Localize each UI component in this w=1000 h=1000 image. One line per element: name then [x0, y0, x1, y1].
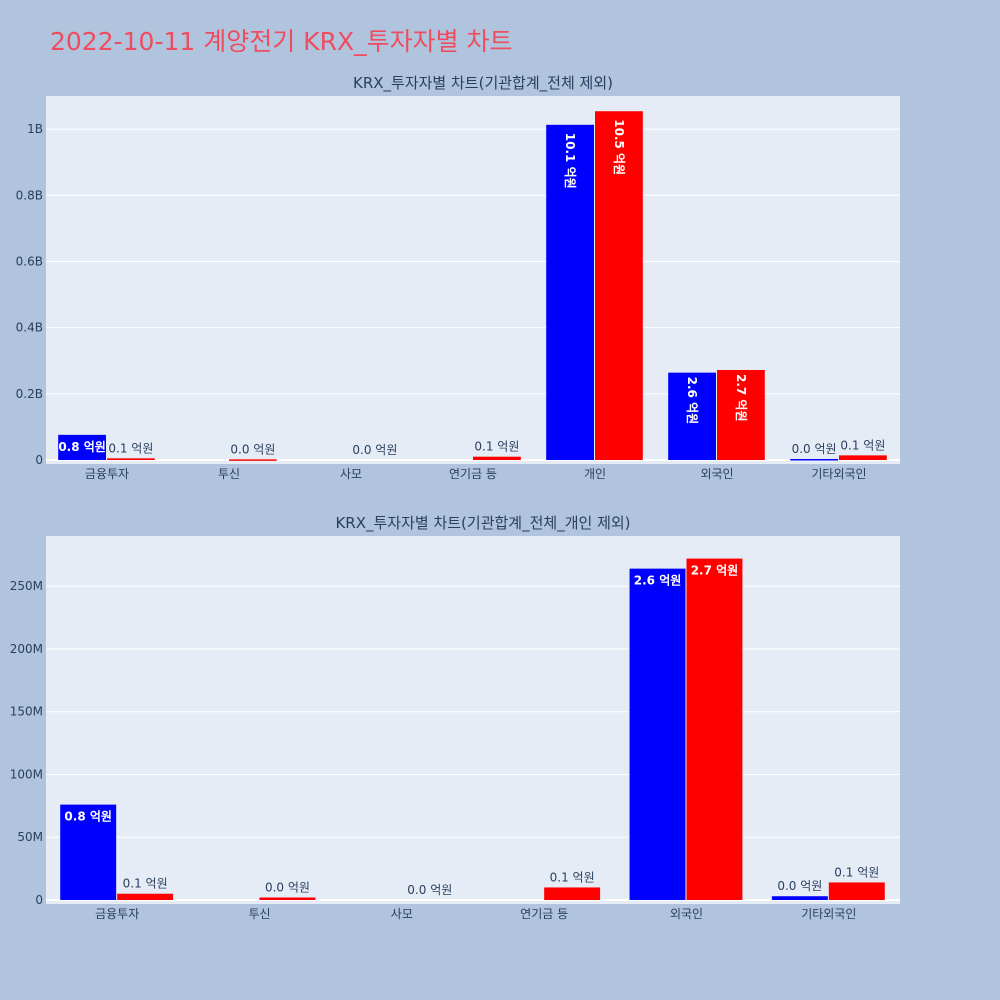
- investor-chart-2: 0 50M 100M 150M 200M 250M KRX_투자자별 차트(기관합계_전체_…: [10, 514, 900, 921]
- y-tick-label: 1B: [27, 122, 43, 136]
- bar-value-label: 0.0 억원: [230, 442, 275, 456]
- bar-value-label: 0.1 억원: [840, 438, 885, 452]
- y-tick-label: 200M: [10, 642, 43, 656]
- bar: [229, 459, 277, 461]
- plot-area: [46, 536, 900, 904]
- x-tick-label: 투신: [248, 907, 270, 921]
- y-tick-label: 0.6B: [16, 254, 43, 268]
- x-tick-label: 연기금 등: [449, 467, 497, 481]
- x-tick-label: 투신: [218, 467, 240, 481]
- bar-value-label: 0.0 억원: [792, 442, 837, 456]
- y-tick-label: 0: [35, 453, 43, 467]
- bar: [686, 558, 743, 900]
- x-tick-label: 연기금 등: [520, 907, 568, 921]
- bar-value-label: 2.7 억원: [691, 564, 739, 578]
- x-tick-label: 외국인: [670, 907, 703, 921]
- bar: [546, 124, 594, 460]
- bar: [771, 896, 828, 900]
- bar-value-label: 2.6 억원: [685, 377, 699, 425]
- x-tick-label: 기타외국인: [811, 467, 866, 481]
- bar-value-label: 0.8 억원: [64, 810, 112, 824]
- bar: [828, 882, 885, 900]
- bar: [595, 111, 643, 461]
- x-tick-label: 금융투자: [85, 467, 129, 481]
- x-tick-label: 기타외국인: [801, 907, 856, 921]
- bar-value-label: 0.1 억원: [550, 870, 595, 884]
- plot-area: [46, 96, 900, 464]
- bar-value-label: 0.0 억원: [352, 443, 397, 457]
- y-tick-label: 250M: [10, 579, 43, 593]
- bar-value-label: 0.1 억원: [108, 441, 153, 455]
- y-tick-label: 50M: [17, 830, 43, 844]
- y-tick-label: 0: [35, 893, 43, 907]
- bar: [717, 369, 765, 460]
- bar-value-label: 10.1 억원: [563, 133, 577, 189]
- bar: [259, 897, 316, 900]
- bar: [790, 459, 838, 461]
- bar: [544, 887, 601, 900]
- y-tick-label: 0.2B: [16, 387, 43, 401]
- y-tick-label: 0.4B: [16, 321, 43, 335]
- bar: [839, 455, 887, 460]
- bar-value-label: 0.1 억원: [834, 865, 879, 879]
- bar-value-label: 0.0 억원: [407, 883, 452, 897]
- bar-value-label: 10.5 억원: [612, 119, 626, 175]
- investor-chart-1: 0 0.2B 0.4B 0.6B 0.8B 1B KRX_투자자별 차트(기관합계_전체 제…: [16, 74, 900, 481]
- x-tick-label: 금융투자: [95, 907, 139, 921]
- page-title: 2022-10-11 계양전기 KRX_투자자별 차트: [50, 27, 513, 56]
- bar: [668, 372, 716, 460]
- bar-value-label: 0.0 억원: [777, 879, 822, 893]
- x-tick-label: 사모: [391, 907, 413, 921]
- y-tick-label: 100M: [10, 767, 43, 781]
- bar: [58, 434, 106, 460]
- bar-value-label: 2.7 억원: [734, 374, 748, 422]
- chart-subtitle: KRX_투자자별 차트(기관합계_전체 제외): [353, 74, 613, 93]
- chart-subtitle: KRX_투자자별 차트(기관합계_전체_개인 제외): [335, 514, 630, 533]
- bar-value-label: 0.0 억원: [265, 880, 310, 894]
- x-tick-label: 개인: [584, 467, 606, 481]
- bar: [117, 893, 174, 900]
- bar: [629, 568, 686, 900]
- bar: [473, 456, 521, 460]
- bar: [107, 458, 155, 460]
- x-tick-label: 사모: [340, 467, 362, 481]
- bar: [60, 804, 117, 900]
- bar-value-label: 0.1 억원: [123, 877, 168, 891]
- bar-value-label: 0.1 억원: [474, 440, 519, 454]
- bar-value-label: 0.8 억원: [58, 440, 106, 454]
- bar-value-label: 2.6 억원: [634, 574, 682, 588]
- y-tick-label: 150M: [10, 705, 43, 719]
- y-tick-label: 0.8B: [16, 188, 43, 202]
- x-tick-label: 외국인: [700, 467, 733, 481]
